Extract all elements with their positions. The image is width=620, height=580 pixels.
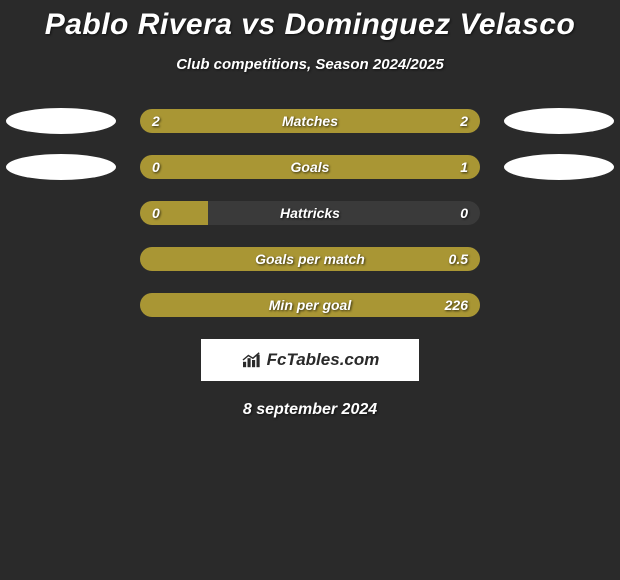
stat-bar: Hattricks 0 0 [140,201,480,225]
player-right-badge [504,154,614,180]
stat-value-left: 0 [152,155,160,179]
stat-value-right: 226 [445,293,468,317]
logo-text: FcTables.com [267,350,380,370]
stat-label: Goals per match [255,247,365,271]
stat-value-left: 2 [152,109,160,133]
stat-bar: Goals per match 0.5 [140,247,480,271]
stat-bar-right-fill [208,155,480,179]
logo-box: FcTables.com [201,339,419,381]
stat-row: Matches 2 2 [0,109,620,133]
stat-bar-left-fill [140,155,208,179]
stat-value-right: 0.5 [449,247,468,271]
date-text: 8 september 2024 [0,401,620,419]
stat-bar: Min per goal 226 [140,293,480,317]
stat-value-right: 1 [460,155,468,179]
stat-value-left: 0 [152,201,160,225]
stat-label: Matches [282,109,338,133]
stat-bar: Matches 2 2 [140,109,480,133]
stat-label: Min per goal [269,293,351,317]
stat-row: Min per goal 226 [0,293,620,317]
stat-row: Goals per match 0.5 [0,247,620,271]
stats-container: Matches 2 2 Goals 0 1 Hattricks 0 0 Goals per mat… [0,109,620,317]
stat-bar-left-fill [140,201,208,225]
player-left-badge [6,154,116,180]
stat-value-right: 2 [460,109,468,133]
subtitle: Club competitions, Season 2024/2025 [0,56,620,73]
stat-bar: Goals 0 1 [140,155,480,179]
stat-label: Hattricks [280,201,340,225]
player-right-badge [504,108,614,134]
logo-chart-icon [241,351,263,369]
player-left-badge [6,108,116,134]
page-title: Pablo Rivera vs Dominguez Velasco [0,0,620,42]
stat-label: Goals [291,155,330,179]
stat-row: Hattricks 0 0 [0,201,620,225]
stat-row: Goals 0 1 [0,155,620,179]
stat-value-right: 0 [460,201,468,225]
